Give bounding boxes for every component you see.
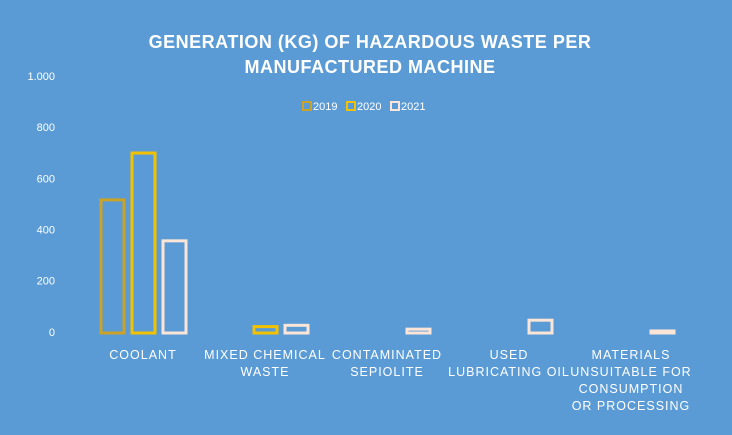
- y-tick-label: 1.000: [27, 71, 55, 83]
- x-tick-label: MATERIALS UNSUITABLE FOR CONSUMPTION OR …: [570, 348, 692, 413]
- legend-label: 2019: [313, 101, 337, 113]
- x-tick-label: MIXED CHEMICAL WASTE: [204, 348, 326, 379]
- legend-label: 2020: [357, 101, 381, 113]
- bar: [99, 198, 126, 335]
- y-tick-label: 600: [37, 173, 55, 185]
- y-tick-label: 0: [49, 327, 55, 339]
- bar: [527, 318, 554, 335]
- y-tick-label: 200: [37, 276, 55, 288]
- bar: [405, 327, 432, 335]
- y-tick-label: 800: [37, 122, 55, 134]
- bar: [252, 325, 279, 335]
- legend-swatch: [390, 101, 400, 111]
- x-tick-label: USED LUBRICATING OIL: [448, 348, 570, 379]
- bar: [161, 239, 188, 335]
- legend-label: 2021: [401, 101, 425, 113]
- bar: [649, 329, 676, 335]
- x-tick-label: COOLANT: [109, 348, 177, 362]
- legend-swatch: [346, 101, 356, 111]
- legend-swatch: [302, 101, 312, 111]
- chart-title: GENERATION (KG) OF HAZARDOUS WASTE PER M…: [148, 32, 592, 77]
- bar: [130, 151, 157, 335]
- y-tick-label: 400: [37, 225, 55, 237]
- x-tick-label: CONTAMINATED SEPIOLITE: [331, 348, 443, 379]
- bar: [283, 323, 310, 335]
